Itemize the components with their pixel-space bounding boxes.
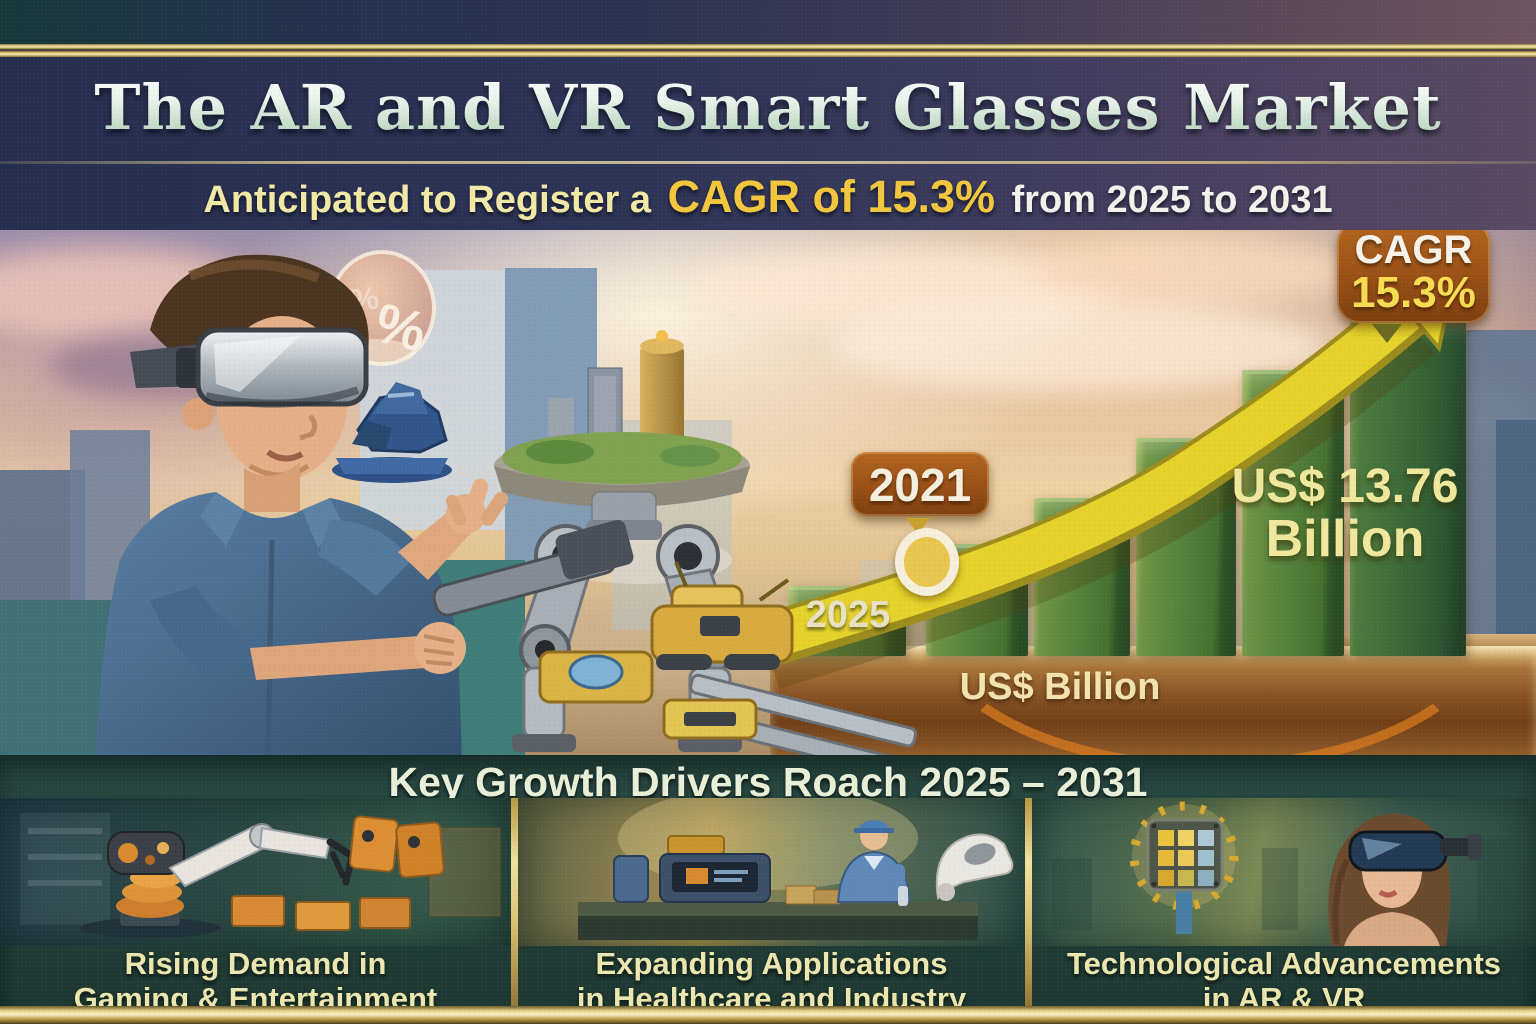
caption-line: Technological Advancements <box>1066 946 1502 981</box>
city-building <box>360 270 510 530</box>
gold-divider <box>511 798 518 1010</box>
vr-woman-and-chip-illustration <box>1052 801 1527 946</box>
subtitle-prefix: Anticipated to Register a <box>203 179 652 221</box>
city-building <box>612 420 732 630</box>
chip-glow-rays <box>1129 801 1239 911</box>
cagr-badge-pointer <box>1372 324 1402 343</box>
healthcare-industry-illustration <box>578 798 1014 940</box>
decorative-bottom-border <box>0 1006 1536 1024</box>
caption-line: Rising Demand in <box>124 946 387 981</box>
year-2021-badge: 2021 <box>851 452 989 516</box>
page-title: The AR and VR Smart Glasses Market <box>0 71 1536 144</box>
cloud <box>50 330 320 400</box>
caption-ar-vr-technology: Technological Advancements in AR & VR <box>1032 946 1536 1017</box>
key-growth-drivers-section: Key Growth Drivers Roach 2025 – 2031 <box>0 755 1536 1024</box>
gaming-robot-arm-illustration <box>20 813 501 938</box>
city-building <box>425 560 525 760</box>
city-building <box>0 600 140 760</box>
header-band: The AR and VR Smart Glasses Market Antic… <box>0 57 1536 230</box>
cagr-badge-value: 15.3% <box>1351 268 1476 317</box>
panel-ar-vr-technology <box>1032 798 1536 946</box>
cagr-badge-label: CAGR <box>1354 228 1473 272</box>
panel-gaming-entertainment <box>0 798 511 946</box>
subtitle-suffix: from 2025 to 2031 <box>1011 179 1333 221</box>
first-bar-year-label: 2025 <box>805 594 891 636</box>
city-building <box>505 268 597 568</box>
cloud <box>1040 236 1350 306</box>
gold-divider-line <box>0 161 1536 164</box>
chip-icon <box>1146 818 1224 892</box>
panel-healthcare-industry <box>518 798 1025 946</box>
axis-unit-label: US$ Billion <box>959 666 1161 708</box>
cagr-badge: CAGR 15.3% <box>1337 221 1490 323</box>
subtitle: Anticipated to Register a CAGR of 15.3% … <box>0 171 1536 223</box>
city-building <box>1496 420 1536 660</box>
woman-with-vr-headset <box>1328 813 1482 946</box>
value-unit: Billion <box>1265 510 1425 569</box>
year-2021-label: 2021 <box>868 459 972 511</box>
gold-trim-stripe <box>0 44 1536 57</box>
value-amount: US$ 13.76 <box>1231 460 1459 513</box>
trend-marker-dot <box>895 528 959 596</box>
subtitle-cagr-highlight: CAGR of 15.3% <box>667 171 996 222</box>
caption-line: Expanding Applications <box>595 946 948 981</box>
gold-divider <box>1025 798 1032 1010</box>
bar <box>1034 498 1130 656</box>
market-value-callout: US$ 13.76 Billion <box>1180 460 1510 569</box>
decorative-top-border <box>0 0 1536 44</box>
